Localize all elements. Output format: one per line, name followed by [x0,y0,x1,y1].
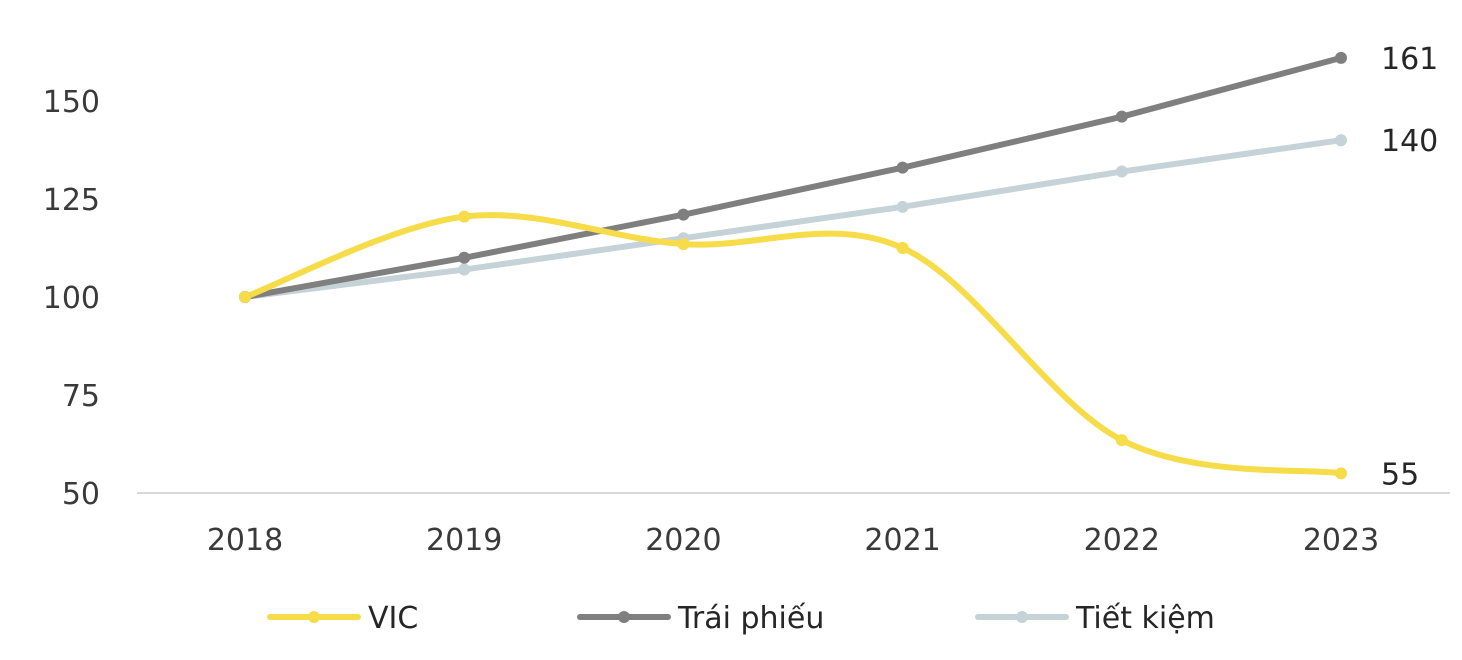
data-point-vic[interactable] [1335,467,1347,480]
legend-label: VIC [368,601,418,636]
end-value-label: 55 [1381,457,1419,492]
x-tick-label: 2023 [1303,523,1379,558]
data-point-vic[interactable] [458,210,471,223]
legend-item-trai-phieu[interactable]: Trái phiếu [577,601,824,636]
y-tick-label: 150 [43,85,100,120]
x-tick-label: 2021 [864,523,940,558]
series-lines [242,54,1344,477]
data-point-trai-phieu[interactable] [677,208,690,221]
end-value-labels: 55 161 140 [1381,42,1438,493]
data-point-vic[interactable] [1115,434,1128,447]
y-tick-label: 50 [62,477,100,512]
end-value-label: 140 [1381,124,1438,159]
x-axis-ticks: 2018 2019 2020 2021 2022 2023 [207,523,1379,558]
legend-swatch-marker [308,611,320,623]
y-axis-ticks: 50 75 100 125 150 [43,85,100,512]
legend-swatch-marker [618,611,630,623]
series-line-tiet-kiem [242,137,1344,300]
data-point-trai-phieu[interactable] [458,251,471,264]
x-tick-label: 2020 [645,523,721,558]
x-tick-label: 2022 [1084,523,1160,558]
y-tick-label: 125 [43,183,100,218]
legend-label: Trái phiếu [677,601,824,636]
legend-swatch-marker [1016,611,1028,623]
data-point-vic[interactable] [239,291,251,303]
y-tick-label: 75 [62,379,100,414]
legend-item-vic[interactable]: VIC [267,601,418,636]
data-point-trai-phieu[interactable] [896,161,909,174]
legend[interactable]: VIC Trái phiếu Tiết kiệm [267,601,1215,636]
y-tick-label: 100 [43,281,100,316]
end-value-label: 161 [1381,42,1438,77]
data-point-tiet-kiem[interactable] [1335,134,1347,147]
series-points [239,51,1347,480]
data-point-vic[interactable] [896,242,909,254]
series-line-trai-phieu [242,54,1344,300]
data-point-vic[interactable] [677,238,690,251]
legend-item-tiet-kiem[interactable]: Tiết kiệm [975,601,1215,636]
data-point-trai-phieu[interactable] [1335,51,1347,64]
x-tick-label: 2019 [426,523,502,558]
data-point-tiet-kiem[interactable] [1115,165,1128,178]
data-point-trai-phieu[interactable] [1115,110,1128,123]
series-line-vic [242,212,1344,477]
data-point-tiet-kiem[interactable] [458,263,471,276]
x-tick-label: 2018 [207,523,283,558]
legend-label: Tiết kiệm [1075,601,1215,636]
data-point-tiet-kiem[interactable] [896,200,909,213]
